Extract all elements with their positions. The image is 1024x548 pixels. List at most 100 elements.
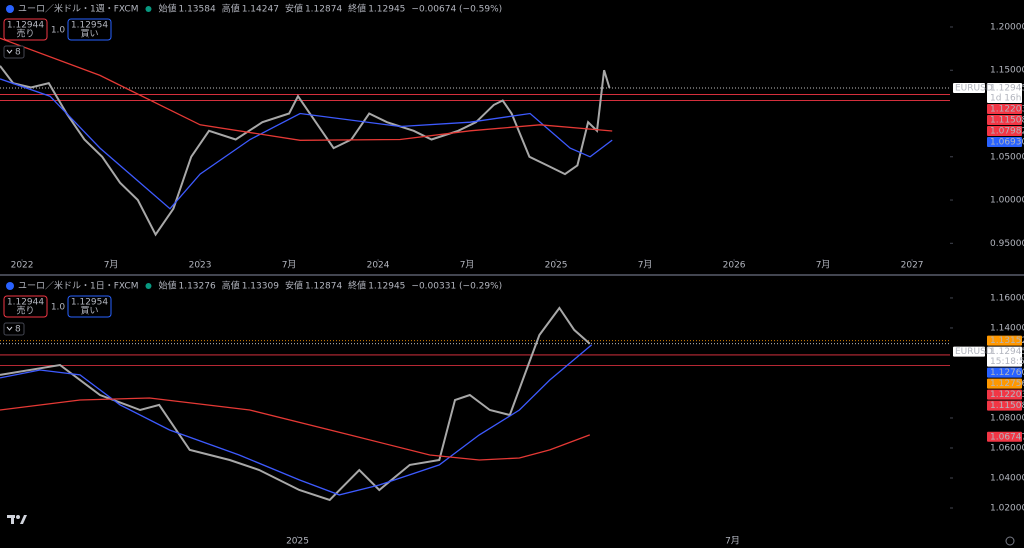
price-line: [0, 78, 613, 210]
countdown: 15:18:54: [990, 357, 1024, 367]
sell-button[interactable]: [3, 18, 48, 41]
price-label: 1.12756: [990, 379, 1024, 389]
price-label: 1.12203: [990, 105, 1024, 115]
x-tick-label: 7月: [725, 536, 740, 547]
indicator-toggle[interactable]: [3, 45, 25, 59]
x-tick-label: 2025: [286, 537, 309, 547]
price-label: 1.06930: [990, 138, 1024, 148]
market-status: [145, 283, 152, 289]
y-tick-label: 1.06000: [990, 443, 1024, 453]
indicator-toggle[interactable]: [3, 322, 25, 336]
price-line: [0, 37, 613, 141]
buy-label: 買い: [80, 306, 98, 317]
x-tick-label: 2022: [11, 261, 34, 271]
y-tick-label: 1.14000: [990, 323, 1024, 333]
x-tick-label: 2025: [545, 261, 568, 271]
buy-label: 買い: [80, 29, 98, 40]
y-tick-label: 1.16000: [990, 293, 1024, 303]
spread: 1.0: [51, 26, 66, 36]
price-label: 1.12760: [990, 368, 1024, 378]
header-low-label: 安値: [285, 3, 303, 15]
header-low: 1.12874: [305, 5, 342, 15]
indicator-count: 8: [15, 48, 21, 58]
header-close: 1.12945: [368, 282, 405, 292]
header-close-label: 終値: [348, 3, 366, 15]
price-line: [0, 397, 591, 461]
indicator-count: 8: [15, 325, 21, 335]
symbol-tag: EURUSD: [955, 347, 993, 357]
price-label: 1.07982: [990, 127, 1024, 137]
header-low: 1.12874: [305, 282, 342, 292]
x-tick-label: 2026: [723, 261, 746, 271]
x-tick-label: 7月: [816, 260, 831, 271]
header-high: 1.13309: [242, 282, 279, 292]
price-label-box: [987, 389, 1022, 400]
sell-price: 1.12944: [7, 21, 44, 31]
sell-button[interactable]: [3, 295, 48, 318]
price-label-box: [987, 335, 1022, 346]
y-tick-label: 1.04000: [990, 473, 1024, 483]
price-label: 1.12203: [990, 390, 1024, 400]
symbol-icon: [6, 5, 14, 13]
header-open: 1.13276: [178, 282, 215, 292]
price-label-box: [987, 83, 1022, 104]
price-label: 1.11508: [990, 116, 1024, 126]
price-label-box: [987, 346, 1022, 367]
price-label: 1.11508: [990, 401, 1024, 411]
price-label: 1.13152: [990, 336, 1024, 346]
x-tick-label: 2027: [901, 261, 924, 271]
sell-label: 売り: [16, 28, 34, 40]
x-tick-label: 7月: [460, 260, 475, 271]
symbol-tag-box: [953, 83, 985, 94]
y-tick-label: 1.02000: [990, 503, 1024, 513]
market-status: [145, 6, 152, 12]
y-tick-label: 1.20000: [990, 22, 1024, 32]
header-change: −0.00331 (−0.29%): [411, 282, 502, 292]
sell-label: 売り: [16, 305, 34, 317]
buy-price: 1.12954: [71, 298, 108, 308]
x-tick-label: 2023: [189, 261, 212, 271]
price-label: 1.06747: [990, 432, 1024, 442]
y-tick-label: 1.08000: [990, 413, 1024, 423]
buy-button[interactable]: [67, 295, 112, 318]
x-tick-label: 2024: [367, 261, 390, 271]
price-label-box: [987, 104, 1022, 115]
header-close-label: 終値: [348, 280, 366, 292]
buy-button[interactable]: [67, 18, 112, 41]
x-tick-label: 7月: [638, 260, 653, 271]
price-label-box: [987, 400, 1022, 411]
sell-price: 1.12944: [7, 298, 44, 308]
header-symbol: ユーロ／米ドル・1週・FXCM: [18, 3, 138, 15]
header-open-label: 始値: [158, 3, 176, 15]
header-open-label: 始値: [158, 280, 176, 292]
price-line: [0, 306, 591, 502]
header-high-label: 高値: [222, 3, 240, 15]
price-label-box: [987, 367, 1022, 378]
header-high-label: 高値: [222, 280, 240, 292]
price-line: [0, 344, 593, 496]
header-close: 1.12945: [368, 5, 405, 15]
symbol-tag-box: [953, 346, 985, 357]
header-low-label: 安値: [285, 280, 303, 292]
settings-icon[interactable]: [1005, 536, 1015, 546]
y-tick-label: 1.05000: [990, 152, 1024, 162]
buy-price: 1.12954: [71, 21, 108, 31]
price-label-box: [987, 137, 1022, 148]
chevron: [6, 49, 13, 54]
y-tick-label: 1.15000: [990, 66, 1024, 76]
symbol-tag: EURUSD: [955, 84, 993, 94]
y-tick-label: 1.00000: [990, 196, 1024, 206]
header-open: 1.13584: [178, 5, 215, 15]
header-high: 1.14247: [242, 5, 279, 15]
price-label: 1.12945: [990, 347, 1024, 357]
price-line: [0, 65, 611, 237]
header-symbol: ユーロ／米ドル・1日・FXCM: [18, 280, 138, 292]
price-label-box: [987, 378, 1022, 389]
chevron: [6, 326, 13, 331]
countdown: 1d 16h: [990, 94, 1021, 104]
x-tick-label: 7月: [104, 260, 119, 271]
symbol-icon: [6, 282, 14, 290]
price-label-box: [987, 115, 1022, 126]
price-label-box: [987, 126, 1022, 137]
